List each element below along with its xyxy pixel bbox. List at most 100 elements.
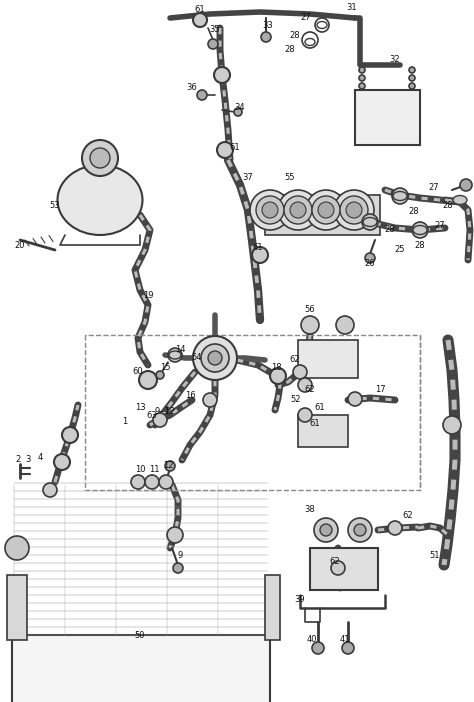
Circle shape <box>359 67 365 73</box>
Circle shape <box>62 427 78 443</box>
Circle shape <box>409 75 415 81</box>
Circle shape <box>208 351 222 365</box>
Text: 28: 28 <box>415 241 425 249</box>
Text: 15: 15 <box>160 362 170 371</box>
Circle shape <box>293 365 307 379</box>
Ellipse shape <box>453 195 467 204</box>
Circle shape <box>354 524 366 536</box>
Ellipse shape <box>57 165 143 235</box>
Circle shape <box>214 67 230 83</box>
Text: 2: 2 <box>15 456 21 465</box>
Ellipse shape <box>169 351 181 359</box>
Circle shape <box>340 196 368 224</box>
Text: 40: 40 <box>307 635 317 644</box>
Ellipse shape <box>363 218 377 227</box>
Text: 28: 28 <box>385 225 395 234</box>
Text: 27: 27 <box>428 183 439 192</box>
Circle shape <box>159 475 173 489</box>
Text: 61: 61 <box>195 6 205 15</box>
Text: 60: 60 <box>133 368 143 376</box>
Circle shape <box>306 190 346 230</box>
Text: 36: 36 <box>187 84 197 93</box>
Text: 16: 16 <box>185 392 195 401</box>
Text: 26: 26 <box>365 258 375 267</box>
Text: 63: 63 <box>146 411 157 420</box>
Text: 32: 32 <box>390 55 401 65</box>
Circle shape <box>261 32 271 42</box>
Text: 9: 9 <box>177 550 182 559</box>
Circle shape <box>193 336 237 380</box>
Bar <box>265 575 280 640</box>
Circle shape <box>234 108 242 116</box>
Bar <box>7 575 27 640</box>
Text: 31: 31 <box>346 4 357 13</box>
Text: 1: 1 <box>122 418 128 427</box>
Text: 3: 3 <box>25 456 31 465</box>
Text: 61: 61 <box>253 244 264 253</box>
Text: 9‒12: 9‒12 <box>155 407 175 416</box>
Circle shape <box>90 148 110 168</box>
Circle shape <box>203 393 217 407</box>
Circle shape <box>256 196 284 224</box>
Circle shape <box>388 521 402 535</box>
Text: 27: 27 <box>301 13 311 22</box>
Text: 18: 18 <box>271 364 281 373</box>
Circle shape <box>334 190 374 230</box>
Circle shape <box>197 90 207 100</box>
Circle shape <box>312 642 324 654</box>
Circle shape <box>54 454 70 470</box>
Text: 61: 61 <box>230 143 240 152</box>
Text: 62: 62 <box>305 385 315 395</box>
Circle shape <box>365 253 375 263</box>
Circle shape <box>43 483 57 497</box>
Circle shape <box>301 316 319 334</box>
Ellipse shape <box>393 192 407 201</box>
Text: 61: 61 <box>315 404 325 413</box>
Circle shape <box>312 196 340 224</box>
Text: 62: 62 <box>403 512 413 520</box>
Text: 25: 25 <box>395 246 405 255</box>
Text: 28: 28 <box>443 201 453 209</box>
Text: 56: 56 <box>305 305 315 314</box>
Bar <box>12 635 270 702</box>
Text: 55: 55 <box>285 173 295 183</box>
Circle shape <box>336 316 354 334</box>
Circle shape <box>359 83 365 89</box>
Circle shape <box>250 190 290 230</box>
Text: 62: 62 <box>330 557 340 567</box>
Circle shape <box>409 83 415 89</box>
Circle shape <box>412 222 428 238</box>
Circle shape <box>315 18 329 32</box>
Circle shape <box>193 13 207 27</box>
Text: 54: 54 <box>192 354 202 362</box>
Text: 13: 13 <box>135 404 146 413</box>
Circle shape <box>131 475 145 489</box>
Circle shape <box>320 524 332 536</box>
Circle shape <box>314 518 338 542</box>
Circle shape <box>298 378 312 392</box>
Text: 12: 12 <box>163 461 173 470</box>
Circle shape <box>201 344 229 372</box>
Bar <box>265 195 380 235</box>
Bar <box>310 548 378 590</box>
Bar <box>355 90 420 145</box>
Circle shape <box>208 39 218 49</box>
Circle shape <box>173 563 183 573</box>
Text: 28: 28 <box>290 30 301 39</box>
Circle shape <box>302 32 318 48</box>
Text: 62: 62 <box>290 355 301 364</box>
Text: 38: 38 <box>305 505 315 515</box>
Ellipse shape <box>413 225 427 234</box>
Text: 34: 34 <box>235 103 246 112</box>
Text: 33: 33 <box>263 22 273 30</box>
Circle shape <box>145 475 159 489</box>
Text: 11: 11 <box>149 465 159 475</box>
Circle shape <box>217 142 233 158</box>
Text: 39: 39 <box>295 595 305 604</box>
Circle shape <box>460 179 472 191</box>
Circle shape <box>331 561 345 575</box>
Circle shape <box>443 416 461 434</box>
Circle shape <box>262 202 278 218</box>
Text: 52: 52 <box>291 395 301 404</box>
Text: 28: 28 <box>409 208 419 216</box>
